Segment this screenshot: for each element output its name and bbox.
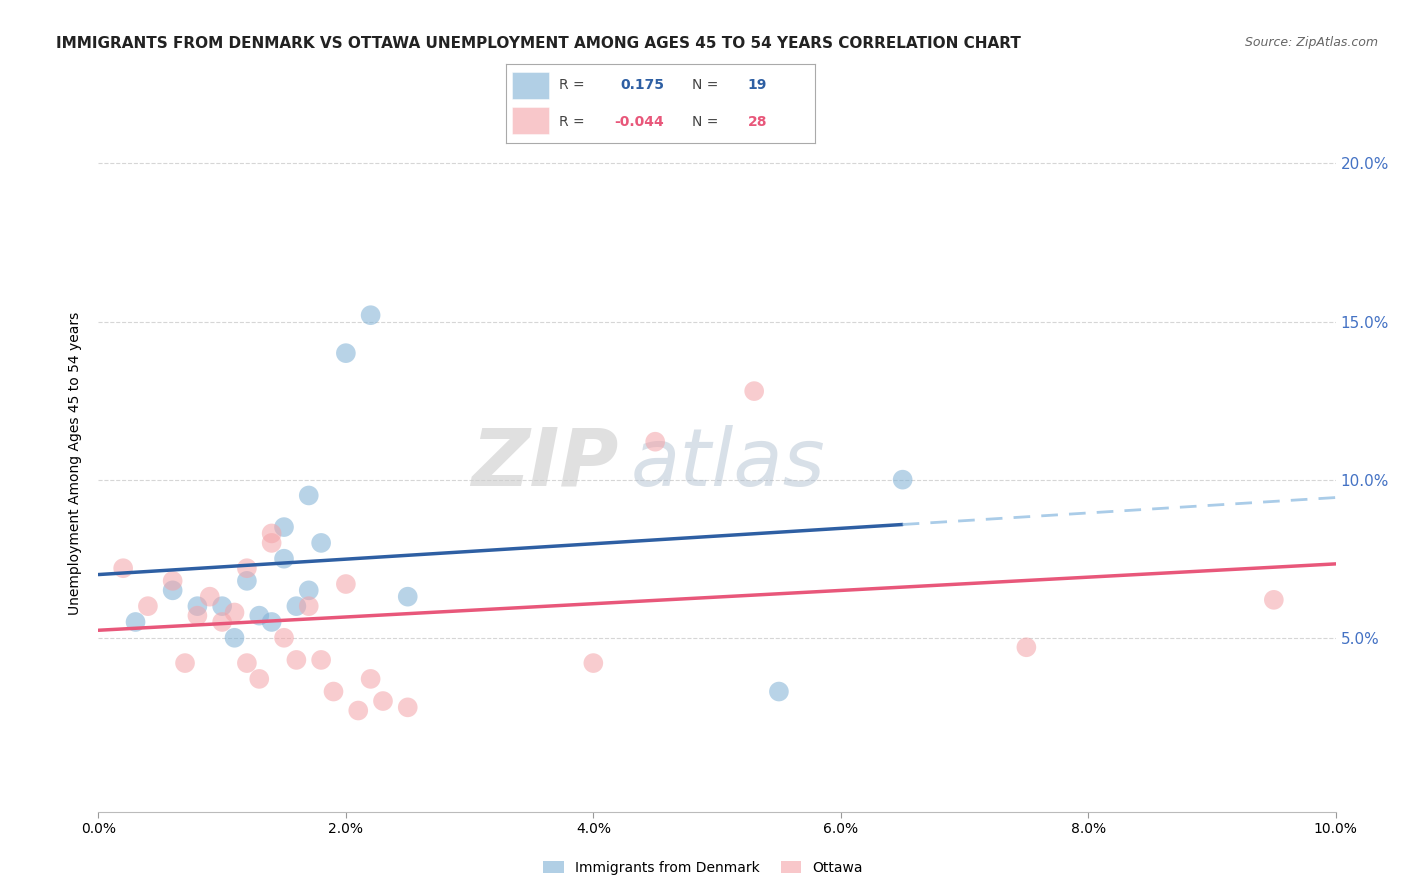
Point [162,574,184,588]
Point [224,631,246,645]
Point [285,599,308,614]
Point [298,583,321,598]
Point [298,599,321,614]
Point [360,308,382,322]
Point [112,561,135,575]
Point [1015,640,1038,655]
Point [124,615,146,629]
Point [273,520,295,534]
Point [236,561,259,575]
Text: 19: 19 [748,78,766,93]
Text: R =: R = [558,78,585,93]
Point [1263,592,1285,607]
Point [335,346,357,360]
Point [260,526,283,541]
Point [211,599,233,614]
Point [644,434,666,449]
Point [360,672,382,686]
Point [236,656,259,670]
Point [174,656,197,670]
Point [309,536,332,550]
Text: ZIP: ZIP [471,425,619,503]
Text: 0.175: 0.175 [620,78,665,93]
Text: atlas: atlas [630,425,825,503]
Point [260,615,283,629]
Point [162,583,184,598]
Point [309,653,332,667]
Text: 28: 28 [748,114,766,128]
Text: N =: N = [692,78,718,93]
Point [582,656,605,670]
Point [247,608,270,623]
Text: IMMIGRANTS FROM DENMARK VS OTTAWA UNEMPLOYMENT AMONG AGES 45 TO 54 YEARS CORRELA: IMMIGRANTS FROM DENMARK VS OTTAWA UNEMPL… [56,36,1021,51]
Text: R =: R = [558,114,585,128]
Point [273,631,295,645]
Point [224,606,246,620]
FancyBboxPatch shape [512,107,550,134]
Legend: Immigrants from Denmark, Ottawa: Immigrants from Denmark, Ottawa [537,855,869,880]
Point [891,473,914,487]
Text: N =: N = [692,114,718,128]
FancyBboxPatch shape [512,72,550,99]
Point [396,590,419,604]
Point [335,577,357,591]
Point [768,684,790,698]
Point [322,684,344,698]
Point [211,615,233,629]
Text: -0.044: -0.044 [614,114,664,128]
Y-axis label: Unemployment Among Ages 45 to 54 years: Unemployment Among Ages 45 to 54 years [69,312,83,615]
Text: Source: ZipAtlas.com: Source: ZipAtlas.com [1244,36,1378,49]
Point [247,672,270,686]
Point [260,536,283,550]
Point [742,384,765,398]
Point [396,700,419,714]
Point [136,599,159,614]
Point [186,608,208,623]
Point [285,653,308,667]
Point [347,704,370,718]
Point [371,694,394,708]
Point [273,551,295,566]
Point [198,590,221,604]
Point [298,488,321,502]
Point [236,574,259,588]
Point [186,599,208,614]
